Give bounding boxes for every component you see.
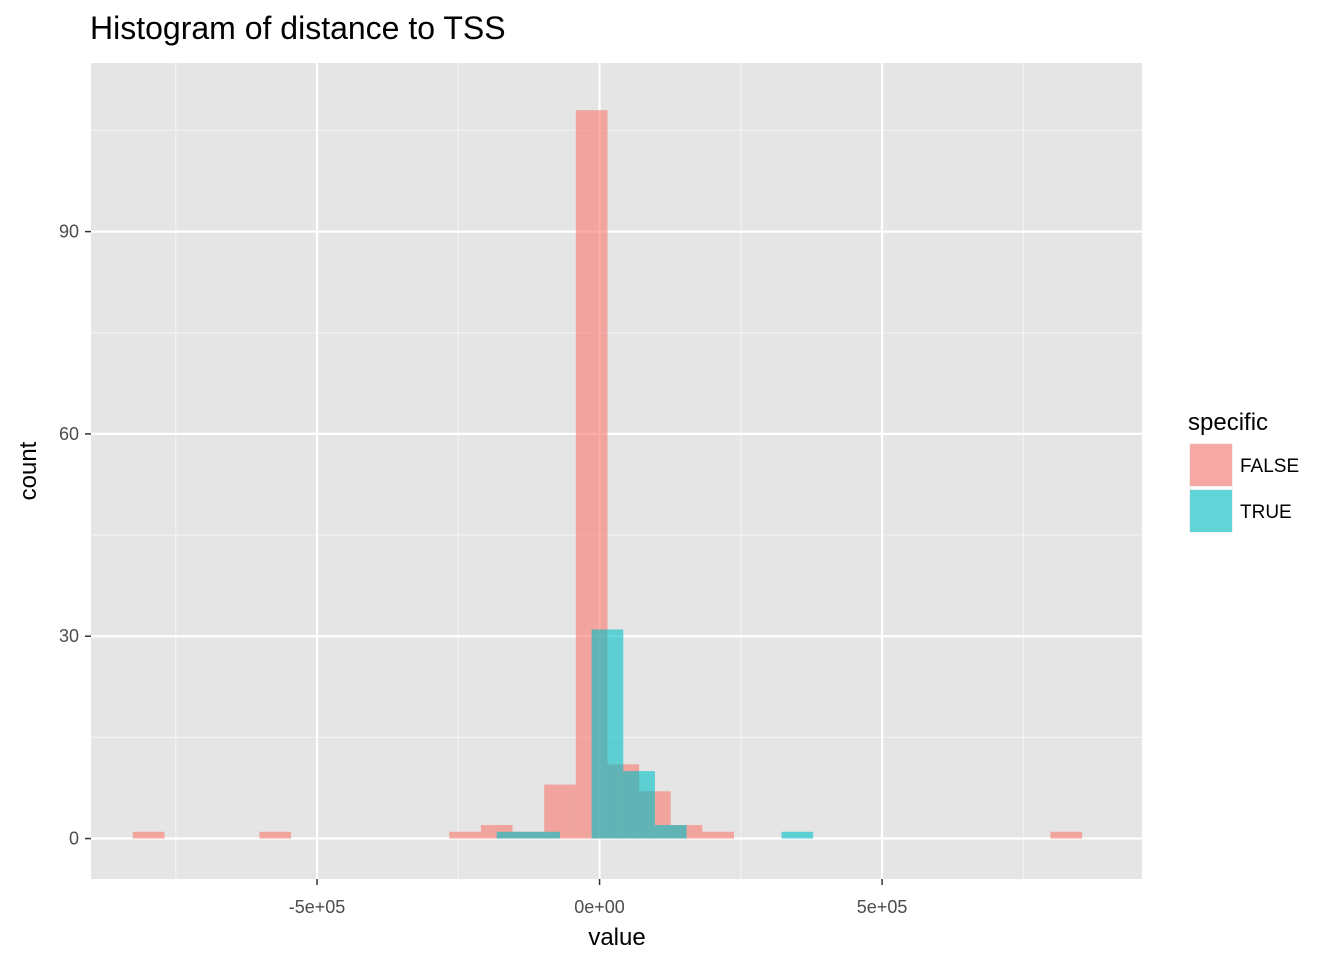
bar-false <box>449 831 481 839</box>
bar-true <box>528 831 560 839</box>
bar-true <box>623 771 655 839</box>
x-tick-label: -5e+05 <box>289 897 346 917</box>
x-axis: -5e+05 0e+00 5e+05 <box>289 879 908 917</box>
legend-key-false <box>1190 444 1232 486</box>
bar-false <box>544 784 576 839</box>
bar-true <box>654 825 687 839</box>
bar-true <box>781 831 814 839</box>
legend-key-true <box>1190 490 1232 532</box>
bar-false <box>259 831 292 839</box>
x-tick-label: 0e+00 <box>574 897 625 917</box>
chart-title: Histogram of distance to TSS <box>90 10 506 46</box>
legend-title: specific <box>1188 409 1268 436</box>
y-tick-label: 90 <box>59 222 79 242</box>
legend: specific FALSE TRUE <box>1188 409 1299 533</box>
bar-true <box>496 831 529 839</box>
legend-label-true: TRUE <box>1240 502 1292 523</box>
bar-false <box>1050 831 1083 839</box>
histogram-bars <box>132 110 1083 839</box>
y-axis: 0 30 60 90 <box>59 222 91 849</box>
x-tick-label: 5e+05 <box>857 897 908 917</box>
y-tick-label: 30 <box>59 626 79 646</box>
y-tick-label: 60 <box>59 424 79 444</box>
bar-true <box>591 629 624 839</box>
y-axis-title: count <box>15 441 42 500</box>
bar-false <box>132 831 165 839</box>
x-axis-title: value <box>588 924 645 951</box>
bar-false <box>702 831 735 839</box>
y-tick-label: 0 <box>69 829 79 849</box>
legend-label-false: FALSE <box>1240 456 1299 477</box>
